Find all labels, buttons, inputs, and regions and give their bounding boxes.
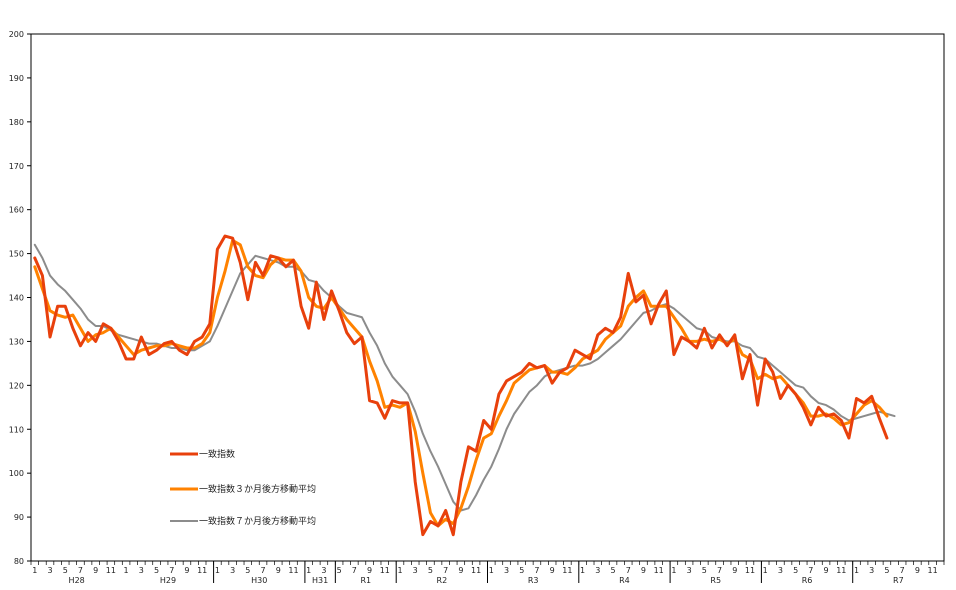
x-month-label: 7 <box>534 566 539 575</box>
legend-label-3: 一致指数７か月後方移動平均 <box>199 515 316 527</box>
x-month-label: 11 <box>106 566 116 575</box>
x-month-label: 9 <box>550 566 555 575</box>
y-tick-label: 80 <box>14 557 24 566</box>
x-month-label: 11 <box>288 566 298 575</box>
x-month-label: 5 <box>63 566 68 575</box>
x-month-label: 3 <box>47 566 52 575</box>
y-tick-label: 180 <box>9 118 24 127</box>
y-tick-label: 140 <box>9 294 24 303</box>
x-month-label: 5 <box>428 566 433 575</box>
x-month-label: 7 <box>808 566 813 575</box>
x-month-label: 5 <box>519 566 524 575</box>
x-month-label: 9 <box>458 566 463 575</box>
x-month-label: 9 <box>367 566 372 575</box>
x-month-label: 11 <box>927 566 937 575</box>
x-month-label: 1 <box>32 566 37 575</box>
series-line-1 <box>33 234 889 537</box>
x-month-label: 7 <box>626 566 631 575</box>
era-label: R2 <box>437 576 448 585</box>
era-label: R3 <box>528 576 539 585</box>
x-month-label: 3 <box>869 566 874 575</box>
x-month-label: 11 <box>562 566 572 575</box>
x-month-label: 5 <box>702 566 707 575</box>
y-tick-label: 200 <box>9 30 24 39</box>
series-layer <box>33 234 896 537</box>
x-month-label: 1 <box>397 566 402 575</box>
x-month-label: 3 <box>778 566 783 575</box>
y-tick-label: 120 <box>9 381 24 390</box>
era-label: R6 <box>802 576 813 585</box>
x-month-label: 9 <box>93 566 98 575</box>
x-month-label: 9 <box>184 566 189 575</box>
x-month-label: 7 <box>900 566 905 575</box>
era-label: R1 <box>360 576 371 585</box>
x-month-label: 5 <box>245 566 250 575</box>
x-month-label: 1 <box>854 566 859 575</box>
x-month-label: 5 <box>154 566 159 575</box>
x-month-label: 1 <box>763 566 768 575</box>
x-month-label: 9 <box>915 566 920 575</box>
x-month-label: 1 <box>671 566 676 575</box>
x-month-label: 3 <box>504 566 509 575</box>
x-month-label: 7 <box>261 566 266 575</box>
legend-label-2: 一致指数３か月後方移動平均 <box>199 483 316 495</box>
x-month-label: 11 <box>380 566 390 575</box>
x-month-label: 7 <box>169 566 174 575</box>
x-month-label: 3 <box>321 566 326 575</box>
y-axis: 80 90 100 110 120 130 140 150 160 170 180 190 200 <box>9 30 31 566</box>
x-month-label: 5 <box>610 566 615 575</box>
x-month-label: 5 <box>337 566 342 575</box>
era-label: H31 <box>312 576 328 585</box>
era-label: H30 <box>251 576 267 585</box>
era-label: H28 <box>69 576 85 585</box>
x-month-label: 11 <box>836 566 846 575</box>
era-label: R4 <box>619 576 630 585</box>
era-label: R7 <box>893 576 904 585</box>
x-axis: 1 3 5 7 9 11 1 3 5 7 9 11 1 3 5 7 9 11 1 3 5 7 9 11 1 3 5 7 9 11 1 3 5 7 9… <box>30 561 945 585</box>
x-month-label: 11 <box>197 566 207 575</box>
x-month-label: 3 <box>413 566 418 575</box>
x-month-label: 9 <box>641 566 646 575</box>
y-tick-label: 170 <box>9 162 24 171</box>
x-month-label: 3 <box>595 566 600 575</box>
x-month-label: 9 <box>824 566 829 575</box>
x-month-label: 11 <box>745 566 755 575</box>
y-tick-label: 130 <box>9 337 24 346</box>
x-month-label: 1 <box>124 566 129 575</box>
y-tick-label: 160 <box>9 206 24 215</box>
y-tick-label: 190 <box>9 74 24 83</box>
x-month-label: 1 <box>306 566 311 575</box>
era-label: H29 <box>160 576 176 585</box>
x-month-label: 7 <box>78 566 83 575</box>
x-month-label: 5 <box>884 566 889 575</box>
era-label: R5 <box>710 576 721 585</box>
x-month-label: 1 <box>215 566 220 575</box>
x-month-label: 9 <box>732 566 737 575</box>
plot-area <box>30 33 945 562</box>
x-month-label: 3 <box>230 566 235 575</box>
y-tick-label: 110 <box>9 425 24 434</box>
x-month-label: 5 <box>793 566 798 575</box>
y-tick-label: 100 <box>9 469 24 478</box>
x-month-label: 7 <box>443 566 448 575</box>
x-month-label: 7 <box>717 566 722 575</box>
y-tick-label: 150 <box>9 250 24 259</box>
x-month-label: 3 <box>139 566 144 575</box>
legend-label-1: 一致指数 <box>199 448 235 460</box>
x-month-label: 11 <box>654 566 664 575</box>
x-month-label: 1 <box>580 566 585 575</box>
y-tick-label: 90 <box>14 513 24 522</box>
x-month-label: 9 <box>276 566 281 575</box>
x-month-label: 7 <box>352 566 357 575</box>
x-month-label: 3 <box>687 566 692 575</box>
x-month-label: 11 <box>471 566 481 575</box>
x-month-label: 1 <box>489 566 494 575</box>
